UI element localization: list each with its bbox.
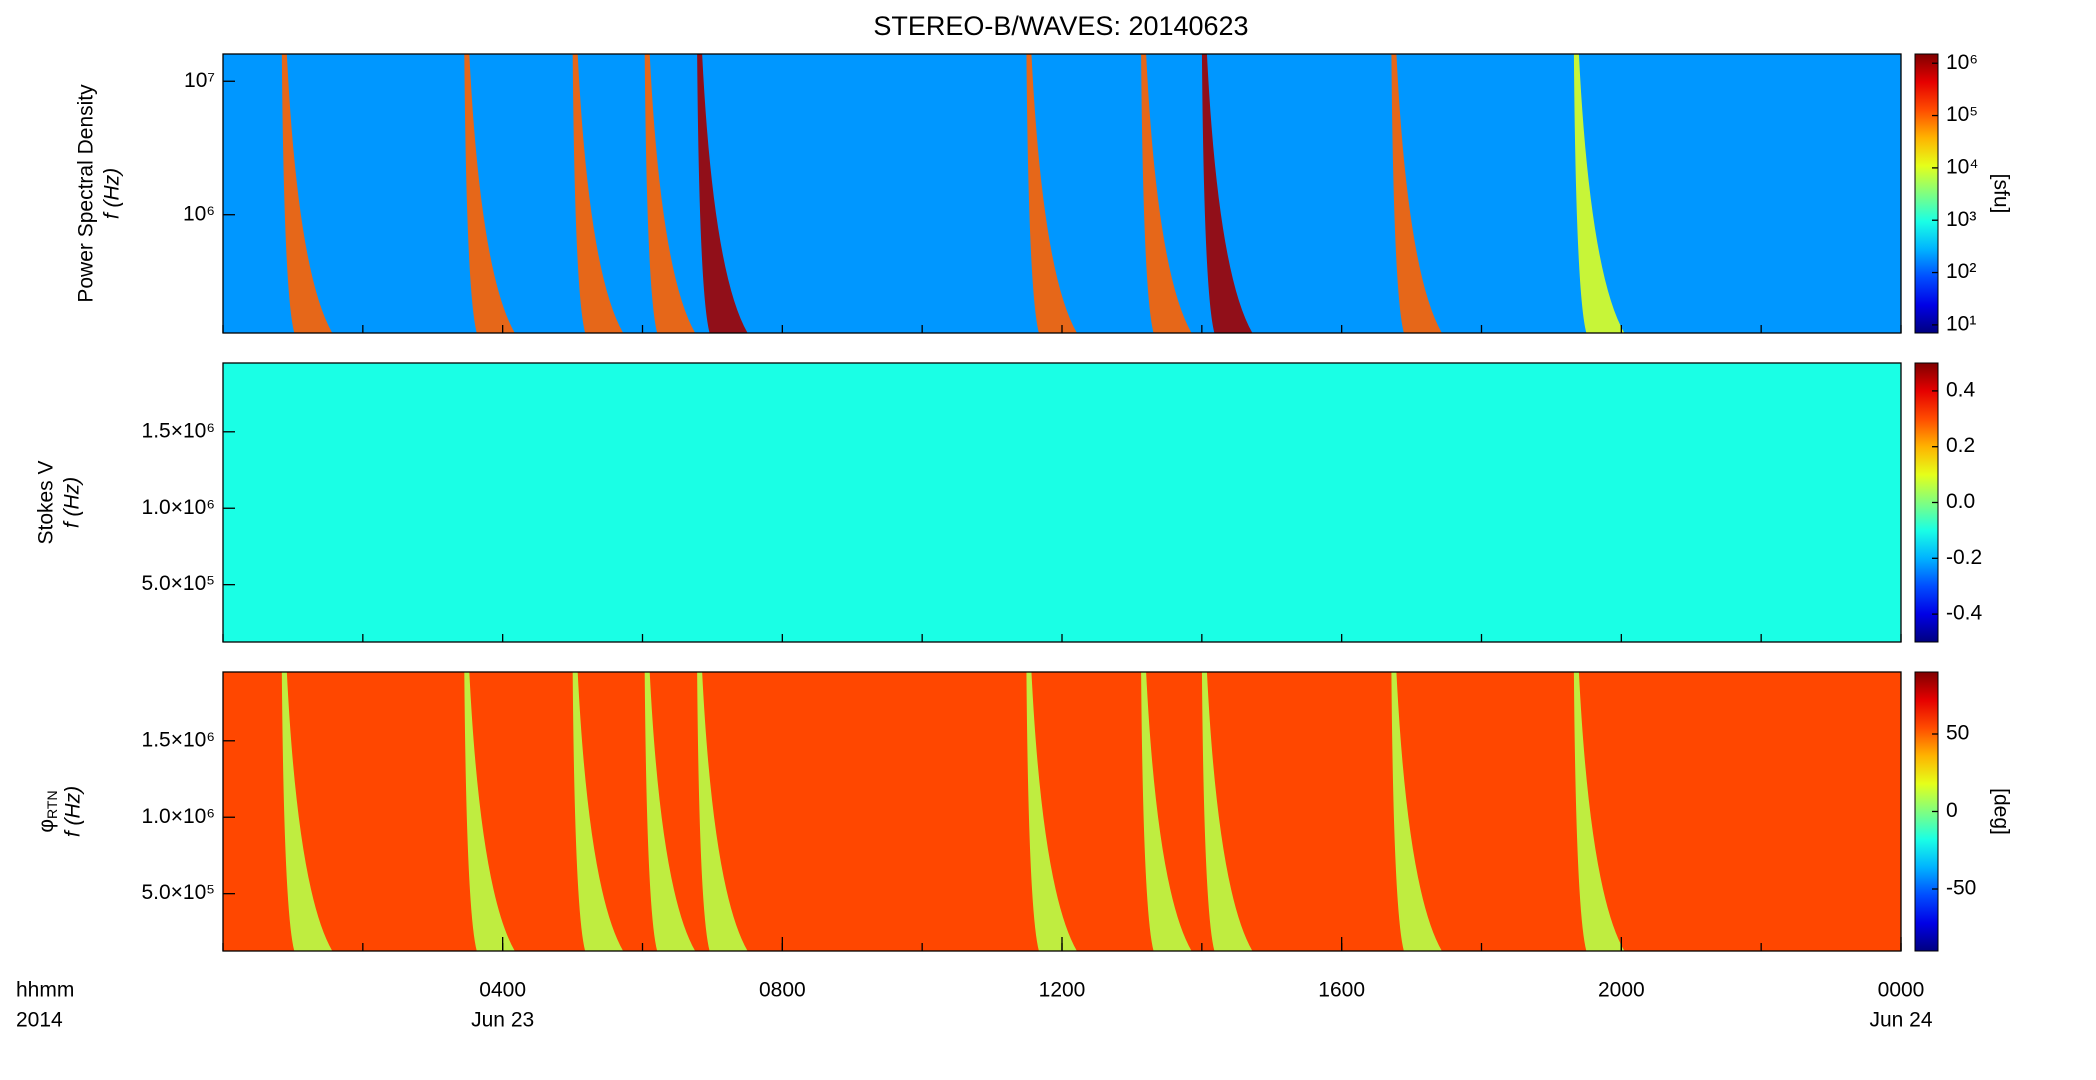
cb-tick-label: 50 [1946,722,1969,745]
x-tick-label: 0800 [759,979,806,1002]
burst [572,54,624,333]
plot-background [223,54,1901,333]
chart-title: STEREO-B/WAVES: 20140623 [873,11,1248,41]
burst [1026,672,1077,951]
cb-tick-label: 0.4 [1946,378,1976,401]
y-tick-label: 10⁷ [184,69,215,92]
burst [281,54,333,333]
burst [464,672,515,951]
y-label-symbol: φ [35,819,58,833]
date-label: Jun 24 [1869,1009,1932,1032]
cb-tick-label: -0.4 [1946,602,1983,625]
x-tick-label: 0400 [479,979,526,1002]
cb-tick-label: 10³ [1946,208,1976,231]
y-tick-label: 1.0×10⁶ [142,805,215,828]
burst [281,672,333,951]
y-tick-label: 1.5×10⁶ [142,728,215,751]
burst [1141,672,1192,951]
burst [644,54,696,333]
y-tick-label: 10⁶ [183,202,215,225]
y-label-line: f (Hz) [61,477,84,528]
cb-tick-label: 10⁵ [1946,103,1978,126]
burst [1391,672,1442,951]
y-tick-label: 1.5×10⁶ [142,419,215,442]
cb-tick-label: -0.2 [1946,546,1982,569]
y-label-line: Stokes V [35,460,58,544]
cb-tick-label: 0.0 [1946,490,1975,513]
burst [1201,672,1253,951]
x-tick-label: 1200 [1039,979,1086,1002]
colorbar [1914,53,1939,334]
burst [1573,672,1625,951]
x-label: 2014 [16,1009,63,1032]
cb-label: [sfu] [1989,174,2012,214]
burst [1391,54,1442,333]
cb-tick-label: 10⁴ [1946,155,1978,178]
burst [1141,54,1192,333]
burst [697,54,748,333]
y-label-line: Power Spectral Density [75,84,98,303]
burst [464,54,515,333]
x-tick-label: 2000 [1598,979,1645,1002]
y-tick-label: 5.0×10⁵ [141,572,215,595]
burst [1201,54,1253,333]
x-tick-label: 1600 [1318,979,1365,1002]
y-label: φRTN f (Hz) [35,786,85,837]
y-label: Power Spectral Density f (Hz) [75,84,124,303]
y-tick-label: 5.0×10⁵ [141,881,215,904]
y-label-subscript: RTN [44,790,60,819]
burst [572,672,624,951]
y-label-line: φRTN [35,790,60,832]
cb-tick-label: 10⁶ [1946,51,1978,74]
cb-tick-label: 10¹ [1946,312,1976,335]
y-label-line: f (Hz) [62,786,85,837]
cb-tick-label: 0.2 [1946,434,1975,457]
cb-label: [deg] [1989,788,2012,835]
burst [1026,54,1077,333]
y-tick-label: 1.0×10⁶ [142,496,215,519]
burst [697,672,748,951]
x-label: hhmm [16,979,74,1002]
y-label-line: f (Hz) [101,168,124,219]
burst [1573,54,1625,333]
burst [644,672,696,951]
cb-tick-label: 0 [1946,799,1958,822]
cb-tick-label: -50 [1946,877,1976,900]
date-label: Jun 23 [471,1009,534,1032]
x-tick-label: 0000 [1878,979,1925,1002]
plot-background [223,363,1901,642]
plot-background [223,672,1901,951]
cb-tick-label: 10² [1946,260,1976,283]
